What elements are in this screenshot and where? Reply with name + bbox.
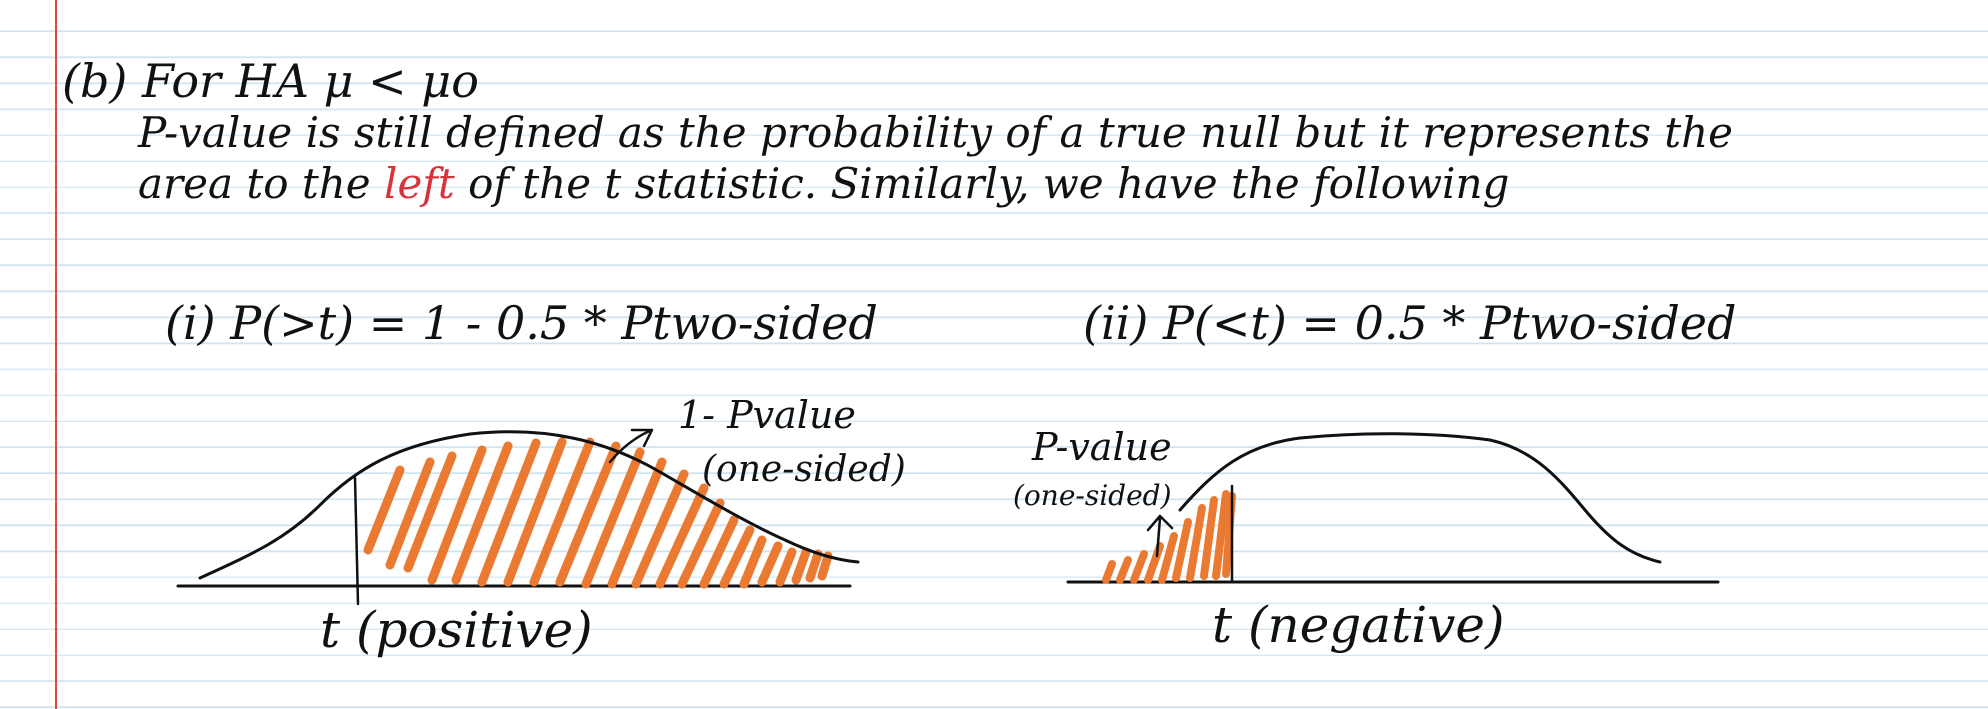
left-label-arrow: [608, 428, 654, 464]
right-density-curve: [1178, 432, 1662, 564]
formula-positive-t: (i) P(>t) = 1 - 0.5 * Ptwo-sided: [165, 296, 878, 350]
explanation-line-2-end: of the t statistic. Similarly, we have t…: [454, 159, 1510, 208]
left-area-label: 1- Pvalue: [678, 393, 856, 437]
section-heading: (b) For HA μ < μo: [62, 54, 479, 108]
left-hatched-area: [363, 437, 833, 589]
notebook-margin-line: [55, 0, 57, 709]
right-area-sublabel: (one-sided): [1013, 479, 1172, 512]
explanation-line-1: P-value is still defined as the probabil…: [138, 108, 1734, 157]
left-highlight-word: left: [384, 159, 455, 208]
left-t-cutoff-line: [353, 476, 360, 606]
positive-t-sketch: [176, 428, 860, 606]
left-density-curve: [198, 430, 860, 580]
positive-t-axis-label: t (positive): [320, 601, 593, 659]
negative-t-sketch: [1066, 432, 1720, 584]
explanation-line-2-start: area to the: [138, 159, 385, 208]
right-area-label: P-value: [1032, 425, 1172, 469]
left-area-sublabel: (one-sided): [702, 449, 906, 490]
right-label-arrow: [1146, 514, 1174, 558]
formula-negative-t: (ii) P(<t) = 0.5 * Ptwo-sided: [1083, 296, 1737, 350]
negative-t-axis-label: t (negative): [1212, 596, 1505, 654]
explanation-line-2: area to the left of the t statistic. Sim…: [138, 163, 1509, 205]
